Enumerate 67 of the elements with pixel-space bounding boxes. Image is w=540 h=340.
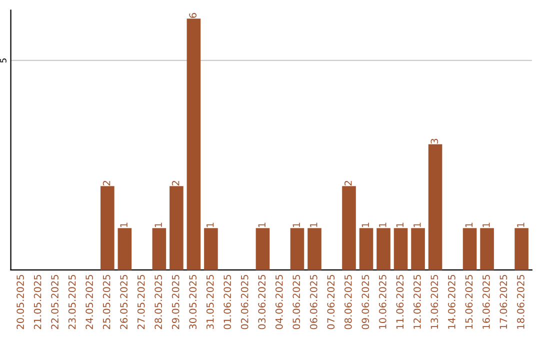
x-tick-label: 29.05.2025: [172, 274, 180, 330]
data-label: 6: [189, 13, 197, 18]
x-tick-label: 02.06.2025: [240, 274, 248, 330]
x-tick-label: 07.06.2025: [327, 274, 335, 330]
bar: [394, 228, 408, 270]
y-tick-label: 5: [0, 58, 6, 62]
bar: [204, 228, 218, 270]
x-tick-label: 20.05.2025: [16, 274, 24, 330]
x-tick-label: 31.05.2025: [206, 274, 214, 330]
bar: [480, 228, 494, 270]
data-label: 1: [517, 222, 524, 227]
x-tick-label: 25.05.2025: [102, 274, 110, 330]
x-tick-label: 15.06.2025: [465, 274, 473, 329]
data-label: 3: [430, 138, 438, 144]
x-tick-label: 13.06.2025: [430, 274, 438, 329]
data-label: 1: [414, 222, 421, 227]
bar: [256, 228, 270, 270]
bar: [170, 186, 184, 270]
x-tick-label: 18.06.2025: [517, 274, 524, 329]
x-tick-label: 26.05.2025: [120, 274, 128, 330]
x-tick-label: 16.06.2025: [482, 274, 490, 329]
bar: [290, 228, 304, 270]
data-label: 1: [292, 222, 300, 227]
x-tick-label: 11.06.2025: [396, 274, 404, 329]
data-label: 1: [465, 222, 472, 227]
data-label: 2: [172, 180, 180, 186]
bar: [359, 228, 374, 270]
data-label: 1: [310, 222, 318, 227]
data-label: 1: [362, 222, 369, 227]
x-tick-label: 14.06.2025: [448, 274, 456, 329]
bar: [152, 228, 166, 270]
x-tick-label: 04.06.2025: [275, 274, 283, 330]
data-label: 2: [102, 180, 110, 186]
bar: [100, 186, 114, 270]
x-tick-label: 21.05.2025: [34, 274, 42, 330]
x-tick-label: 10.06.2025: [378, 274, 386, 329]
data-label: 1: [379, 222, 386, 227]
x-tick-label: 22.05.2025: [51, 274, 58, 330]
data-label: 1: [482, 222, 490, 227]
bar: [118, 228, 132, 270]
data-label: 1: [120, 222, 128, 227]
x-tick-label: 30.05.2025: [189, 274, 197, 330]
x-tick-label: 28.05.2025: [154, 274, 162, 330]
x-tick-label: 12.06.2025: [413, 274, 421, 329]
bar: [308, 228, 322, 270]
data-label: 1: [154, 222, 162, 227]
data-label: 2: [344, 180, 352, 186]
x-tick-label: 08.06.2025: [344, 274, 352, 330]
data-label: 1: [206, 222, 214, 227]
data-label: 1: [258, 222, 266, 227]
x-tick-label: 01.06.2025: [224, 274, 232, 330]
bar: [342, 186, 356, 270]
bar: [376, 228, 390, 270]
x-tick-label: 24.05.2025: [86, 274, 93, 330]
data-label: 1: [396, 222, 404, 227]
x-tick-label: 06.06.2025: [310, 274, 318, 330]
x-tick-label: 03.06.2025: [258, 274, 266, 330]
bar: [428, 144, 442, 270]
bar: [411, 228, 425, 270]
x-tick-label: 23.05.2025: [68, 274, 76, 330]
bar: [514, 228, 528, 270]
bar: [462, 228, 477, 270]
bar: [186, 18, 201, 270]
x-tick-label: 09.06.2025: [362, 274, 370, 330]
x-tick-label: 27.05.2025: [137, 274, 145, 330]
x-tick-label: 05.06.2025: [292, 274, 300, 330]
x-tick-label: 17.06.2025: [500, 274, 508, 329]
